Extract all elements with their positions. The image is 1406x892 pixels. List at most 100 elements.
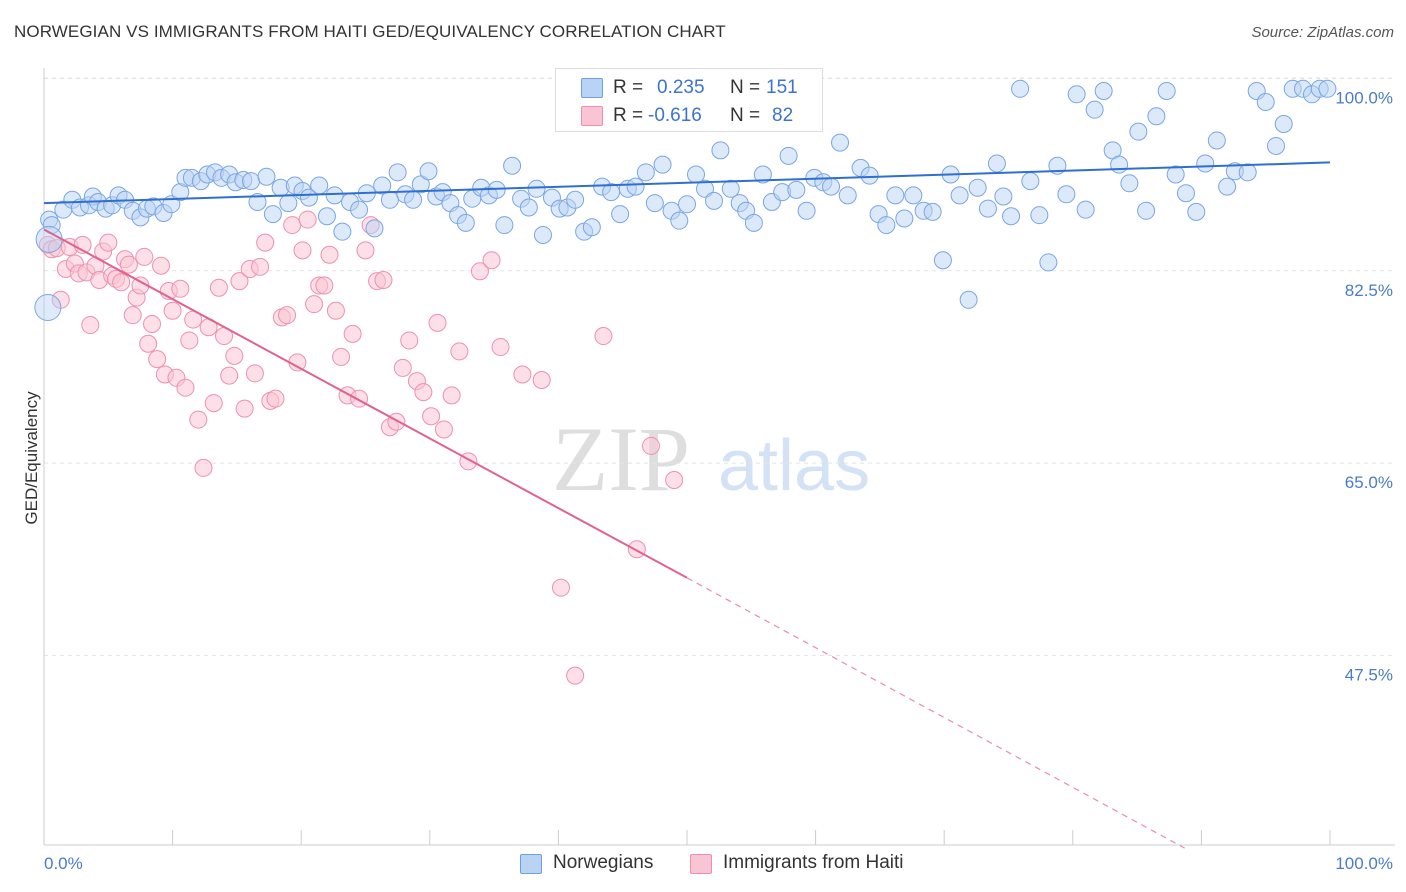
legend-n-label: N = <box>730 77 761 98</box>
series-label-norwegians: Norwegians <box>553 852 654 873</box>
norwegian-point <box>1274 114 1293 133</box>
haiti-point <box>450 342 469 361</box>
norwegian-point <box>1094 82 1113 101</box>
legend-r-label: R = <box>613 105 644 126</box>
norwegian-point <box>705 191 724 210</box>
haiti-point <box>148 350 167 369</box>
norwegian-point <box>822 177 841 196</box>
haiti-point <box>428 313 447 332</box>
haiti-point <box>513 365 532 384</box>
norwegian-point <box>1166 165 1185 184</box>
norwegian-point <box>678 195 696 214</box>
norwegian-point <box>1318 79 1337 98</box>
legend-r-label: R = <box>613 77 644 98</box>
haiti-point <box>204 394 223 413</box>
source-credit: Source: ZipAtlas.com <box>1251 24 1394 41</box>
haiti-point <box>220 366 239 385</box>
legend-r-value: 0.235 <box>657 77 705 98</box>
haiti-point <box>293 241 312 260</box>
haiti-point <box>326 301 345 320</box>
norwegian-point <box>519 198 538 217</box>
haiti-point <box>81 316 100 335</box>
haiti-point <box>551 578 570 597</box>
norwegian-point <box>35 225 63 253</box>
norwegian-point <box>626 177 645 196</box>
norwegian-point <box>645 194 664 213</box>
norwegian-point <box>1110 155 1129 174</box>
chart-title: NORWEGIAN VS IMMIGRANTS FROM HAITI GED/E… <box>14 22 726 41</box>
haiti-point <box>251 257 270 276</box>
y-axis-label: GED/Equivalency <box>22 391 41 525</box>
norwegian-point <box>994 187 1013 206</box>
norwegian-point <box>831 133 850 152</box>
norwegian-point <box>797 201 816 220</box>
haiti-point <box>393 358 412 377</box>
haiti-point <box>641 436 660 455</box>
haiti-point <box>143 314 162 333</box>
norwegian-point <box>1187 202 1206 221</box>
haiti-point <box>135 247 154 266</box>
norwegian-point <box>582 218 601 237</box>
norwegian-point <box>1256 92 1275 111</box>
norwegian-point <box>787 180 806 199</box>
norwegian-point <box>968 178 987 197</box>
haiti-point <box>194 458 213 477</box>
norwegian-point <box>895 209 914 228</box>
haiti-point <box>278 306 297 325</box>
y-tick-labels: 100.0% 82.5% 65.0% 47.5% <box>1335 89 1393 685</box>
haiti-point <box>387 412 406 431</box>
norwegian-point <box>886 186 905 205</box>
legend-swatch-blue <box>581 78 603 98</box>
haiti-point <box>491 338 510 357</box>
norwegian-point <box>877 216 896 235</box>
norwegian-point <box>1002 207 1021 226</box>
norwegian-point <box>933 251 952 270</box>
norwegian-point <box>1137 201 1156 220</box>
haiti-point <box>256 233 275 252</box>
haiti-point <box>470 262 489 281</box>
y-tick-label: 100.0% <box>1335 89 1393 108</box>
norwegian-point <box>1147 107 1166 126</box>
norwegian-point <box>325 186 344 205</box>
norwegian-point <box>411 175 430 194</box>
norwegian-point <box>744 213 763 232</box>
norwegian-point <box>636 163 655 182</box>
haiti-point <box>180 331 199 350</box>
norwegian-point <box>978 199 997 218</box>
haiti-point <box>266 389 285 408</box>
norwegian-point <box>317 207 336 226</box>
norwegian-point <box>1076 200 1095 219</box>
haiti-point <box>245 364 264 383</box>
norwegian-point <box>1157 82 1176 101</box>
haiti-point <box>414 383 433 402</box>
haiti-point <box>230 272 249 291</box>
norwegian-point <box>1039 253 1058 272</box>
norwegian-point <box>495 216 514 235</box>
norwegian-point <box>566 190 585 209</box>
norwegian-point <box>1067 85 1086 104</box>
norwegian-point <box>696 179 715 198</box>
norwegian-point <box>1030 206 1049 225</box>
norwegian-trend-line <box>43 161 1331 205</box>
x-ticks <box>43 830 1331 845</box>
norwegian-points <box>34 79 1337 321</box>
haiti-point <box>566 666 585 685</box>
norwegian-point <box>653 155 672 174</box>
haiti-point <box>315 276 334 295</box>
haiti-point <box>152 256 171 275</box>
y-tick-label: 82.5% <box>1345 281 1393 300</box>
legend-n-value: 151 <box>766 77 798 98</box>
haiti-point <box>442 386 461 405</box>
norwegian-point <box>779 146 798 165</box>
norwegian-point <box>503 156 522 175</box>
norwegian-point <box>1266 136 1285 155</box>
haiti-point <box>532 371 551 390</box>
correlation-legend: R = 0.235 N = 151 R = -0.616 N = 82 <box>555 68 823 132</box>
norwegian-point <box>950 186 969 205</box>
norwegian-point <box>721 179 740 198</box>
series-swatch-pink <box>690 854 712 874</box>
norwegian-point <box>404 190 423 209</box>
norwegian-point <box>373 176 392 195</box>
haiti-point <box>112 273 131 292</box>
